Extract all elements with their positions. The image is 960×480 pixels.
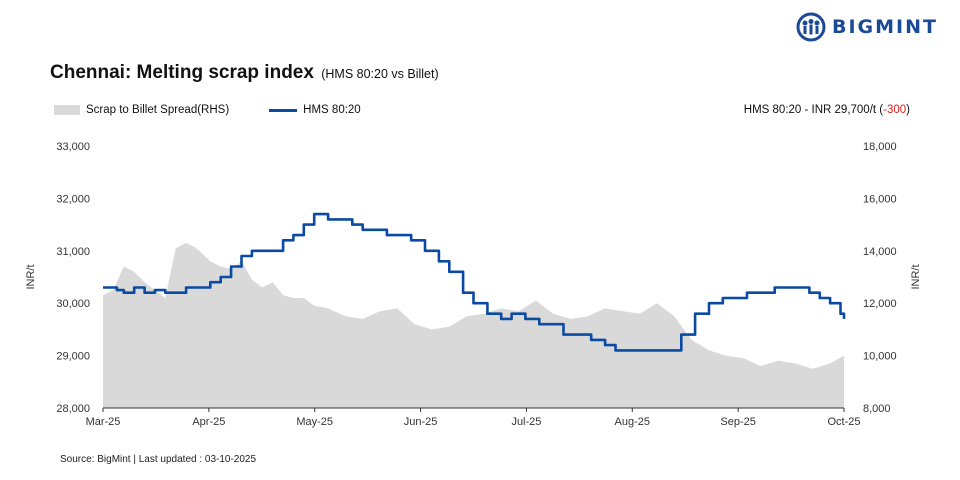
spread-area-layer [103, 242, 844, 408]
y-right-axis-ticks: 8,000 10,000 12,000 14,000 16,000 18,000 [863, 141, 897, 415]
y-right-axis-label: INR/t [910, 264, 922, 289]
chart-subtitle: (HMS 80:20 vs Billet) [321, 67, 439, 81]
y-left-tick-label: 29,000 [56, 351, 90, 363]
x-tick-label: May-25 [296, 416, 333, 428]
x-tick-label: Apr-25 [192, 416, 225, 428]
price-note-suffix: ) [906, 104, 910, 116]
bigmint-logo-icon [796, 12, 826, 42]
x-tick-label: Jul-25 [511, 416, 541, 428]
x-tick-label: Sep-25 [720, 416, 755, 428]
y-left-tick-label: 32,000 [56, 193, 90, 205]
y-left-tick-label: 28,000 [56, 403, 90, 415]
brand-name: BIGMINT [832, 16, 938, 38]
source-note: Source: BigMint | Last updated : 03-10-2… [60, 454, 257, 465]
y-right-tick-label: 10,000 [863, 351, 897, 363]
y-right-tick-label: 14,000 [863, 246, 897, 258]
hms-line [103, 212, 846, 352]
legend-item-spread: Scrap to Billet Spread(RHS) [54, 104, 229, 116]
y-right-tick-label: 18,000 [863, 141, 897, 153]
legend-swatch-area [54, 105, 80, 115]
legend-swatch-line [269, 108, 298, 112]
x-tick-label: Mar-25 [86, 416, 121, 428]
y-right-tick-label: 12,000 [863, 298, 897, 310]
chart-title-block: Chennai: Melting scrap index (HMS 80:20 … [50, 62, 439, 84]
y-left-axis-ticks: 28,000 29,000 30,000 31,000 32,000 33,000 [56, 141, 90, 415]
x-tick-label: Jun-25 [404, 416, 438, 428]
price-change: -300 [883, 104, 907, 116]
y-left-axis-label: INR/t [25, 264, 37, 289]
y-left-tick-label: 30,000 [56, 298, 90, 310]
y-right-tick-label: 16,000 [863, 193, 897, 205]
price-note: HMS 80:20 - INR 29,700/t (-300) [744, 104, 910, 116]
y-left-tick-label: 31,000 [56, 246, 90, 258]
legend-label-spread: Scrap to Billet Spread(RHS) [86, 104, 230, 116]
spread-area [103, 242, 844, 408]
hms-line-layer [103, 212, 846, 352]
x-axis-ticks: Mar-25 Apr-25 May-25 Jun-25 Jul-25 Aug-25 Sep-… [86, 408, 861, 428]
chart-title: Chennai: Melting scrap index [50, 62, 314, 83]
y-right-tick-label: 8,000 [863, 403, 891, 415]
brand-logo: BIGMINT [796, 12, 938, 42]
x-tick-label: Oct-25 [827, 416, 860, 428]
y-left-tick-label: 33,000 [56, 141, 90, 153]
chart-legend: Scrap to Billet Spread(RHS) HMS 80:20 [54, 104, 401, 116]
price-note-prefix: HMS 80:20 - INR 29,700/t ( [743, 104, 884, 116]
legend-label-hms: HMS 80:20 [303, 104, 361, 116]
x-tick-label: Aug-25 [615, 416, 650, 428]
legend-item-hms: HMS 80:20 [269, 104, 361, 116]
